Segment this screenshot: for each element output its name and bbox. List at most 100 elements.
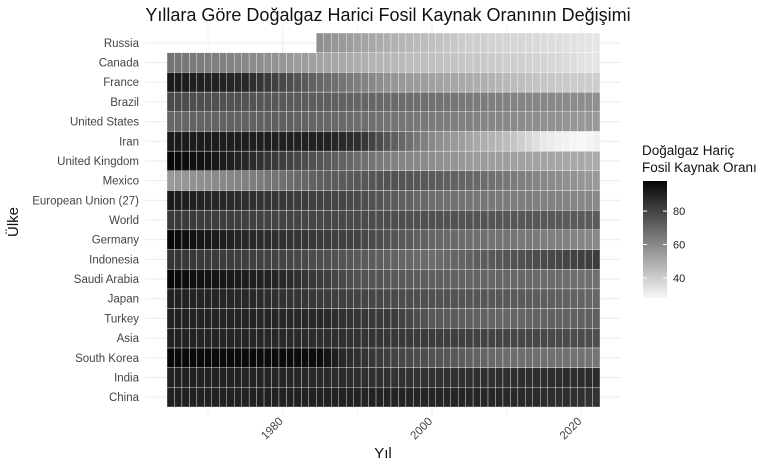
- heatmap-cell: [480, 150, 489, 171]
- heatmap-cell: [368, 347, 377, 368]
- heatmap-cell: [420, 249, 429, 270]
- heatmap-cell: [211, 170, 220, 191]
- heatmap-cell: [226, 347, 235, 368]
- heatmap-cell: [278, 288, 287, 309]
- heatmap-cell: [323, 328, 332, 349]
- heatmap-cell: [502, 190, 511, 211]
- heatmap-cell: [547, 269, 556, 290]
- heatmap-cell: [405, 269, 414, 290]
- heatmap-cell: [256, 249, 265, 270]
- heatmap-cell: [196, 209, 205, 231]
- heatmap-cell: [353, 269, 362, 290]
- heatmap-cell: [189, 308, 198, 329]
- heatmap-cell: [293, 387, 302, 408]
- heatmap-cell: [540, 190, 548, 211]
- y-tick-label: Asia: [117, 333, 140, 345]
- heatmap-cell: [592, 111, 601, 132]
- heatmap-cell: [398, 32, 407, 53]
- heatmap-cell: [487, 387, 496, 408]
- heatmap-cell: [196, 347, 205, 368]
- heatmap-cell: [383, 150, 392, 171]
- heatmap-cell: [293, 150, 302, 171]
- heatmap-cell: [487, 347, 496, 368]
- heatmap-cell: [450, 32, 459, 53]
- heatmap-cell: [204, 111, 212, 132]
- heatmap-cell: [234, 229, 242, 250]
- heatmap-cell: [390, 347, 399, 368]
- legend-colorbar: [643, 181, 667, 298]
- heatmap-cell: [293, 347, 302, 368]
- heatmap-cell: [390, 209, 399, 231]
- heatmap-cell: [383, 190, 392, 211]
- heatmap-cell: [204, 209, 212, 231]
- heatmap-cell: [181, 170, 190, 191]
- heatmap-cell: [390, 52, 399, 73]
- heatmap-cell: [465, 367, 474, 388]
- heatmap-cell: [368, 308, 377, 329]
- heatmap-cell: [450, 150, 459, 171]
- heatmap-cell: [278, 249, 287, 270]
- heatmap-cell: [472, 111, 481, 132]
- heatmap-cell: [338, 347, 347, 368]
- heatmap-cell: [547, 288, 556, 309]
- heatmap-cell: [487, 150, 496, 171]
- heatmap-cell: [443, 32, 451, 53]
- heatmap-cell: [308, 347, 317, 368]
- heatmap-cell: [278, 72, 287, 93]
- heatmap-cell: [316, 347, 324, 368]
- heatmap-cell: [271, 52, 280, 73]
- heatmap-cell: [293, 288, 302, 309]
- heatmap-cell: [308, 229, 317, 250]
- heatmap-cell: [375, 367, 384, 388]
- heatmap-cell: [211, 308, 220, 329]
- heatmap-cell: [450, 72, 459, 93]
- heatmap-cell: [234, 72, 242, 93]
- heatmap-cell: [532, 72, 541, 93]
- heatmap-cell: [584, 32, 593, 53]
- heatmap-cell: [234, 190, 242, 211]
- heatmap-cell: [360, 72, 369, 93]
- heatmap-cell: [569, 288, 578, 309]
- heatmap-cell: [316, 367, 324, 388]
- heatmap-cell: [166, 269, 175, 290]
- heatmap-cell: [323, 367, 332, 388]
- heatmap-cell: [495, 150, 504, 171]
- heatmap-cell: [248, 347, 257, 368]
- heatmap-cell: [398, 209, 407, 231]
- heatmap-cell: [540, 249, 548, 270]
- heatmap-cell: [465, 387, 474, 408]
- y-tick-label: Indonesia: [89, 254, 139, 266]
- heatmap-cell: [435, 131, 444, 152]
- heatmap-cell: [555, 308, 563, 329]
- heatmap-cell: [555, 91, 563, 112]
- heatmap-cell: [420, 229, 429, 250]
- heatmap-cell: [420, 288, 429, 309]
- heatmap-cell: [263, 229, 272, 250]
- heatmap-cell: [517, 52, 526, 73]
- heatmap-cell: [383, 52, 392, 73]
- heatmap-cell: [428, 52, 436, 73]
- heatmap-cell: [443, 111, 451, 132]
- heatmap-cell: [323, 91, 332, 112]
- heatmap-cell: [517, 72, 526, 93]
- heatmap-cell: [443, 52, 451, 73]
- heatmap-cell: [375, 72, 384, 93]
- heatmap-cell: [428, 288, 436, 309]
- heatmap-cell: [435, 367, 444, 388]
- heatmap-cell: [420, 150, 429, 171]
- heatmap-cell: [420, 190, 429, 211]
- heatmap-cell: [510, 131, 519, 152]
- heatmap-cell: [219, 249, 227, 270]
- heatmap-cell: [510, 347, 519, 368]
- heatmap-cell: [443, 328, 451, 349]
- heatmap-cell: [368, 269, 377, 290]
- heatmap-cell: [204, 190, 212, 211]
- heatmap-cell: [211, 229, 220, 250]
- heatmap-cell: [487, 72, 496, 93]
- heatmap-cell: [383, 249, 392, 270]
- heatmap-cell: [189, 170, 198, 191]
- heatmap-cell: [338, 150, 347, 171]
- heatmap-cell: [405, 387, 414, 408]
- heatmap-cell: [181, 269, 190, 290]
- heatmap-cell: [435, 52, 444, 73]
